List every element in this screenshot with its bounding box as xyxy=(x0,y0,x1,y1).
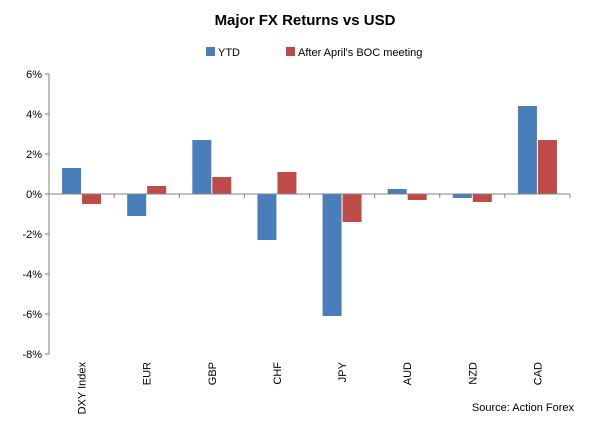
bar-boc-nzd xyxy=(472,194,492,202)
chart-title: Major FX Returns vs USD xyxy=(215,12,396,29)
bar-ytd-jpy xyxy=(322,194,342,316)
legend: YTD After April's BOC meeting xyxy=(206,47,422,59)
x-category-label: CAD xyxy=(532,362,544,385)
x-axis-labels: DXY Index EUR GBP CHF JPY AUD NZD CAD xyxy=(77,361,545,414)
bars xyxy=(62,106,557,316)
x-category-label: JPY xyxy=(337,361,349,382)
legend-label-boc: After April's BOC meeting xyxy=(298,47,422,59)
x-axis-ticks xyxy=(113,194,571,198)
source-note: Source: Action Forex xyxy=(472,402,575,414)
x-category-label: CHF xyxy=(272,362,284,385)
y-tick-label: -6% xyxy=(22,309,42,321)
x-category-label: EUR xyxy=(142,362,154,385)
bar-boc-chf xyxy=(277,172,297,194)
y-axis-ticks: 6% 4% 2% 0% -2% -4% -6% -8% xyxy=(22,69,49,361)
legend-label-ytd: YTD xyxy=(218,47,240,59)
bar-boc-dxy-index xyxy=(82,194,102,204)
bar-ytd-aud xyxy=(387,189,407,194)
y-tick-label: -8% xyxy=(22,349,42,361)
y-tick-label: 4% xyxy=(26,109,42,121)
bar-ytd-cad xyxy=(517,106,537,194)
x-category-label: GBP xyxy=(207,362,219,385)
y-tick-label: 6% xyxy=(26,69,42,81)
y-tick-label: -2% xyxy=(22,229,42,241)
y-tick-label: 2% xyxy=(26,149,42,161)
bar-boc-gbp xyxy=(212,177,232,194)
bar-ytd-gbp xyxy=(192,140,212,194)
y-tick-label: -4% xyxy=(22,269,42,281)
bar-ytd-chf xyxy=(257,194,277,240)
legend-swatch-ytd xyxy=(206,47,215,56)
legend-swatch-boc xyxy=(286,47,295,56)
y-tick-label: 0% xyxy=(26,189,42,201)
x-category-label: AUD xyxy=(402,362,414,385)
bar-ytd-dxy-index xyxy=(62,168,82,194)
bar-boc-cad xyxy=(537,140,557,194)
bar-ytd-eur xyxy=(127,194,147,216)
bar-boc-jpy xyxy=(342,194,362,222)
bar-boc-aud xyxy=(407,194,427,200)
x-category-label: NZD xyxy=(467,362,479,385)
bar-ytd-nzd xyxy=(452,194,472,198)
x-category-label: DXY Index xyxy=(77,362,89,415)
bar-boc-eur xyxy=(147,186,167,194)
